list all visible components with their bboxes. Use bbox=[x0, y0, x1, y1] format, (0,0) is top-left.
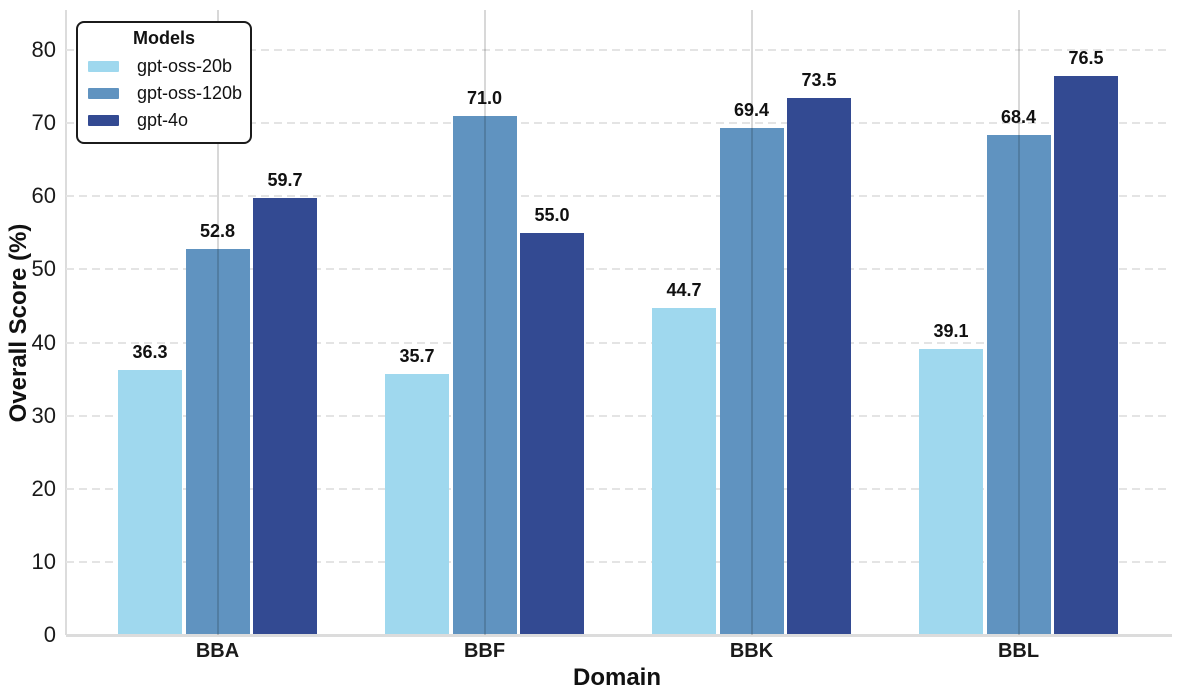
bar-value-label: 39.1 bbox=[933, 321, 969, 342]
bar-gpt-oss-20b-BBA bbox=[118, 369, 182, 635]
gridline-y-70 bbox=[66, 122, 1168, 125]
bar-value-label: 68.4 bbox=[1000, 106, 1037, 127]
bar-value-label: 52.8 bbox=[199, 220, 236, 241]
y-tick-0: 0 bbox=[43, 622, 56, 647]
bar-value-label: 35.7 bbox=[399, 345, 435, 366]
bar-gpt-oss-20b-BBK bbox=[652, 308, 716, 635]
gridline-y-80 bbox=[66, 49, 1168, 51]
legend-label: gpt-oss-20b bbox=[137, 56, 233, 76]
bar-value-label: 76.5 bbox=[1068, 47, 1104, 68]
legend-item-gpt-oss-20b: gpt-oss-20b bbox=[78, 53, 250, 80]
x-tick-BBF: BBF bbox=[463, 640, 506, 662]
bar-value-label: 69.4 bbox=[733, 99, 770, 120]
bar-value-label: 44.7 bbox=[666, 280, 702, 301]
bar-value-label: 36.3 bbox=[132, 341, 168, 362]
bar-gpt-oss-20b-BBL bbox=[919, 349, 983, 635]
bar-gpt-4o-BBL bbox=[1054, 75, 1118, 635]
legend-color-swatch bbox=[88, 61, 119, 72]
gridline-x-BBK bbox=[750, 10, 753, 635]
x-axis-title: Domain bbox=[572, 664, 661, 691]
gridline-y-10 bbox=[66, 560, 1168, 563]
gridline-y-50 bbox=[66, 268, 1168, 271]
legend-label: gpt-4o bbox=[137, 110, 189, 130]
y-tick-60: 60 bbox=[31, 183, 56, 209]
bar-gpt-oss-20b-BBF bbox=[385, 373, 449, 635]
x-tick-BBL: BBL bbox=[997, 640, 1040, 662]
gridline-y-40 bbox=[66, 341, 1168, 344]
y-tick-40: 40 bbox=[31, 329, 56, 355]
bar-value-label: 71.0 bbox=[466, 87, 503, 108]
gridline-x-BBF bbox=[483, 10, 486, 635]
bar-gpt-4o-BBK bbox=[787, 97, 851, 635]
y-tick-70: 70 bbox=[31, 110, 56, 136]
bar-value-label: 55.0 bbox=[534, 204, 570, 225]
gridline-x-BBA bbox=[216, 10, 219, 635]
legend: Models gpt-oss-20b gpt-oss-120b gpt-4o bbox=[76, 21, 252, 144]
y-tick-80: 80 bbox=[31, 37, 56, 62]
x-tick-BBK: BBK bbox=[729, 640, 774, 662]
bar-gpt-4o-BBF bbox=[520, 232, 584, 635]
legend-item-gpt-4o: gpt-4o bbox=[78, 107, 250, 134]
gridline-y-20 bbox=[66, 487, 1168, 490]
y-axis-spine bbox=[65, 10, 67, 635]
legend-entries: gpt-oss-20b gpt-oss-120b gpt-4o bbox=[78, 53, 250, 134]
x-tick-BBA: BBA bbox=[195, 640, 240, 662]
gridline-y-30 bbox=[66, 414, 1168, 417]
legend-label: gpt-oss-120b bbox=[137, 83, 243, 103]
y-tick-30: 30 bbox=[31, 402, 56, 428]
x-axis-line bbox=[66, 634, 1172, 637]
bar-gpt-4o-BBA bbox=[253, 198, 317, 635]
legend-color-swatch bbox=[88, 115, 119, 126]
gridline-x-BBL bbox=[1017, 10, 1020, 635]
y-tick-10: 10 bbox=[31, 548, 56, 574]
legend-item-gpt-oss-120b: gpt-oss-120b bbox=[78, 80, 250, 107]
y-tick-50: 50 bbox=[31, 256, 56, 282]
gridline-y-60 bbox=[66, 195, 1168, 198]
bar-value-label: 73.5 bbox=[801, 69, 837, 90]
legend-color-swatch bbox=[88, 88, 119, 99]
legend-title: Models bbox=[132, 28, 195, 48]
bar-value-label: 59.7 bbox=[267, 170, 303, 191]
y-tick-20: 20 bbox=[31, 475, 56, 501]
